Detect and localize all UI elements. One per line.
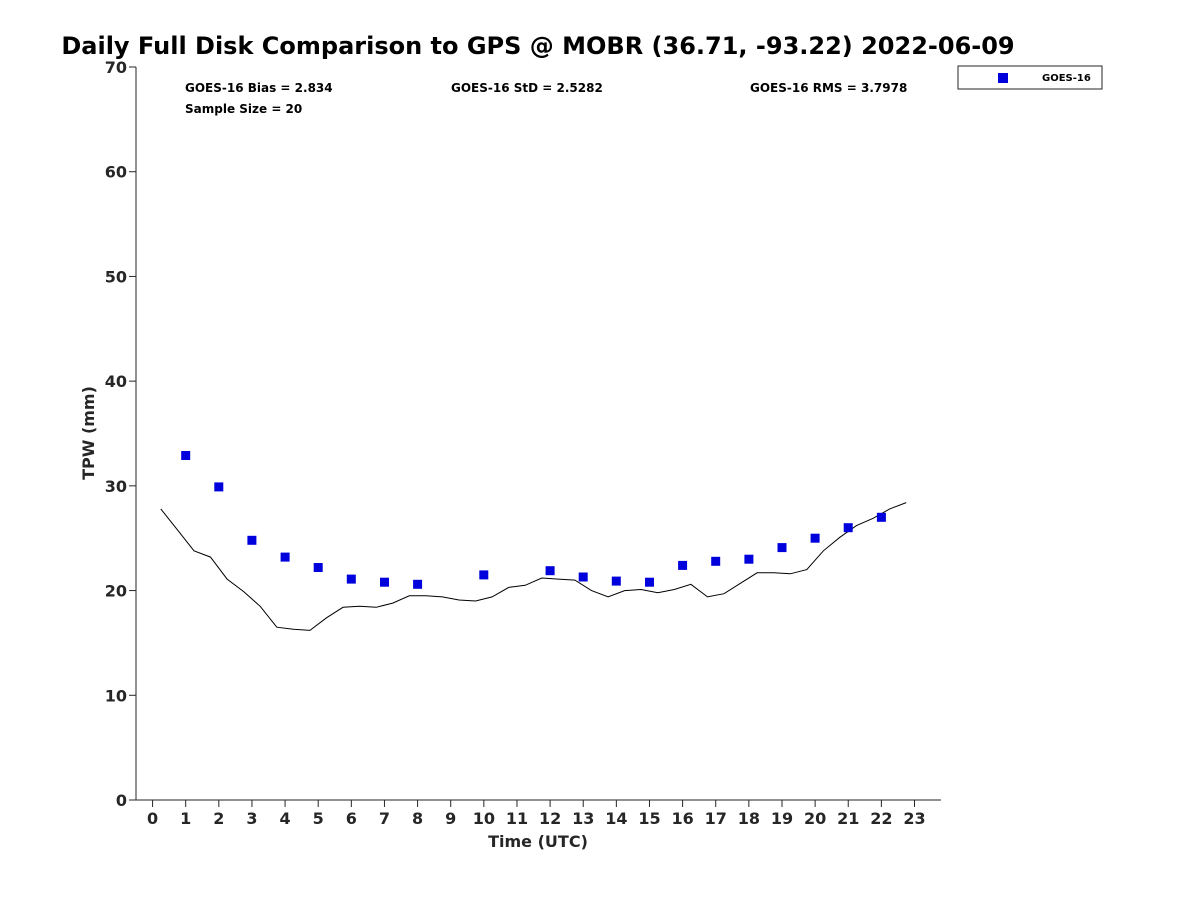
x-tick-label: 14: [605, 809, 627, 828]
data-point-goes16: [876, 512, 886, 522]
data-point-goes16: [711, 556, 721, 566]
x-tick-label: 3: [246, 809, 257, 828]
data-point-goes16: [744, 554, 754, 564]
legend-marker-goes16: [998, 73, 1008, 83]
x-tick-label: 10: [473, 809, 495, 828]
data-point-goes16: [678, 560, 688, 570]
data-point-goes16: [413, 579, 423, 589]
x-tick-label: 2: [213, 809, 224, 828]
data-point-goes16: [247, 535, 257, 545]
data-point-goes16: [777, 543, 787, 553]
x-tick-label: 12: [539, 809, 561, 828]
x-tick-label: 8: [412, 809, 423, 828]
data-point-goes16: [611, 576, 621, 586]
data-point-goes16: [578, 572, 588, 582]
data-point-goes16: [313, 563, 323, 572]
stat-rms: GOES-16 RMS = 3.7978: [750, 81, 907, 95]
x-tick-label: 5: [313, 809, 324, 828]
y-tick-label: 40: [105, 372, 127, 391]
legend: GOES-16: [957, 65, 1103, 90]
legend-label-goes16: GOES-16: [1042, 73, 1091, 84]
x-tick-label: 23: [903, 809, 925, 828]
x-tick-label: 17: [705, 809, 727, 828]
x-tick-label: 19: [771, 809, 793, 828]
y-tick-label: 10: [105, 686, 127, 705]
y-tick-label: 20: [105, 582, 127, 601]
data-point-goes16: [645, 577, 654, 587]
stat-std: GOES-16 StD = 2.5282: [451, 81, 603, 95]
x-tick-label: 20: [804, 809, 826, 828]
series-line-gps: [160, 502, 907, 631]
x-tick-label: 11: [506, 809, 528, 828]
y-tick-label: 0: [116, 791, 127, 810]
x-tick-label: 22: [870, 809, 892, 828]
y-tick-label: 30: [105, 477, 127, 496]
x-tick-label: 21: [837, 809, 859, 828]
x-tick-label: 16: [671, 809, 693, 828]
chart-title: Daily Full Disk Comparison to GPS @ MOBR…: [61, 32, 1014, 60]
x-tick-label: 0: [147, 809, 158, 828]
stat-bias: GOES-16 Bias = 2.834: [185, 81, 333, 95]
data-point-goes16: [479, 570, 489, 580]
y-tick-label: 50: [105, 267, 127, 286]
x-tick-label: 15: [638, 809, 660, 828]
stat-sample-size: Sample Size = 20: [185, 102, 302, 116]
data-point-goes16: [843, 523, 853, 533]
data-point-goes16: [214, 482, 224, 492]
x-axis-label: Time (UTC): [488, 832, 588, 851]
y-tick-label: 70: [105, 58, 127, 77]
x-tick-label: 7: [379, 809, 390, 828]
x-tick-label: 13: [572, 809, 594, 828]
data-point-goes16: [380, 577, 389, 587]
data-point-goes16: [346, 574, 356, 584]
y-tick-label: 60: [105, 163, 127, 182]
y-axis-label: TPW (mm): [79, 386, 98, 480]
axes: [135, 67, 941, 801]
x-tick-label: 1: [180, 809, 191, 828]
x-tick-label: 9: [445, 809, 456, 828]
x-tick-label: 18: [738, 809, 760, 828]
data-point-goes16: [280, 552, 290, 562]
x-ticks: 0 1 2 3 4 5 6 7 8 9 10 11 12 13 14 15 16 17 18 19 20 21 22 23: [147, 800, 926, 828]
x-tick-label: 6: [346, 809, 357, 828]
data-point-goes16: [545, 566, 555, 576]
data-point-goes16: [181, 451, 191, 460]
x-tick-label: 4: [280, 809, 291, 828]
y-ticks: 0 10 20 30 40 50 60 70: [105, 58, 136, 810]
plot-series: [160, 451, 907, 631]
legend-box: [957, 65, 1103, 90]
data-point-goes16: [810, 533, 820, 543]
